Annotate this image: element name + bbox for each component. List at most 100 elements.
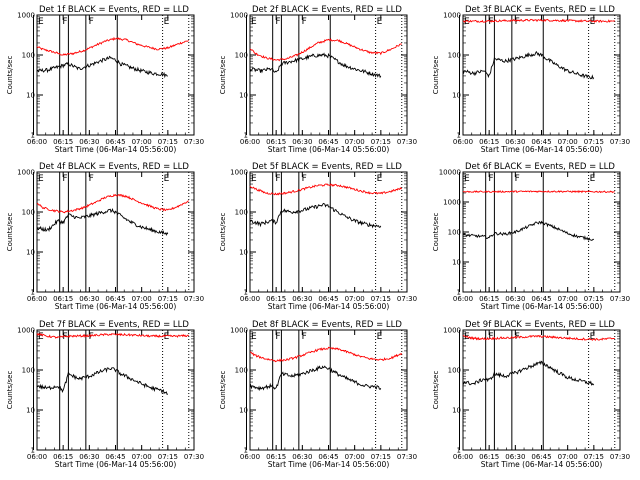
flag-label: E	[38, 17, 44, 27]
x-tick-label: 07:15	[371, 453, 391, 461]
y-tick-label: 10000	[439, 169, 461, 177]
panel-title: Det 9f BLACK = Events, RED = LLD	[465, 320, 615, 330]
x-tick-label: 06:00	[240, 138, 260, 146]
y-tick-label: 10	[239, 249, 248, 257]
x-axis-label: Start Time (06-Mar-14 05:56:00)	[55, 302, 177, 311]
x-tick-label: 06:00	[240, 453, 260, 461]
flag-label: E	[38, 174, 44, 184]
lld-series-line	[249, 346, 403, 363]
x-tick-label: 07:30	[610, 295, 630, 303]
flag-label: F	[62, 17, 67, 27]
y-tick-label: 1	[244, 447, 248, 455]
y-tick-label: 10	[452, 407, 461, 415]
panel-det-2: Det 2f BLACK = Events, RED = LLD 06:00 06:…	[219, 5, 417, 154]
x-tick-label: 06:00	[240, 295, 260, 303]
x-tick-label: 06:15	[266, 295, 286, 303]
panel-det-4: Det 4f BLACK = Events, RED = LLD 06:00 06:…	[6, 162, 204, 311]
lld-series-line	[462, 18, 616, 24]
y-tick-label: 1000	[443, 327, 461, 335]
panel-det-7: Det 7f BLACK = Events, RED = LLD 06:00 06:…	[6, 320, 204, 469]
flag-label: F	[488, 174, 493, 184]
flag-label: F	[302, 332, 307, 342]
flag-label: F	[89, 174, 94, 184]
flag-label: F	[89, 17, 94, 27]
y-axis-label: Counts/sec	[6, 56, 14, 95]
y-tick-label: 1	[244, 132, 248, 140]
x-tick-label: 07:15	[158, 138, 178, 146]
x-tick-label: 07:30	[184, 453, 204, 461]
flag-label: F	[302, 17, 307, 27]
x-tick-label: 06:45	[531, 138, 551, 146]
y-tick-label: 1000	[230, 327, 248, 335]
x-tick-label: 06:45	[318, 295, 338, 303]
x-axis-label: Start Time (06-Mar-14 05:56:00)	[481, 145, 603, 154]
y-axis-label: Counts/sec	[6, 371, 14, 410]
flag-label: E	[590, 174, 596, 184]
x-tick-label: 06:30	[505, 295, 525, 303]
lld-series-line	[249, 38, 403, 62]
x-axis-label: Start Time (06-Mar-14 05:56:00)	[55, 145, 177, 154]
y-tick-label: 1	[457, 289, 461, 297]
flag-label: F	[62, 332, 67, 342]
y-axis-label: Counts/sec	[219, 56, 227, 95]
x-tick-label: 06:00	[453, 295, 473, 303]
x-tick-label: 07:00	[345, 453, 365, 461]
x-tick-label: 06:30	[79, 295, 99, 303]
y-tick-label: 1	[457, 447, 461, 455]
x-tick-label: 07:30	[397, 138, 417, 146]
x-axis-label: Start Time (06-Mar-14 05:56:00)	[268, 302, 390, 311]
x-tick-label: 07:00	[558, 453, 578, 461]
events-series-line	[462, 220, 595, 241]
events-series-line	[249, 365, 382, 392]
x-tick-label: 06:15	[266, 138, 286, 146]
x-tick-label: 06:00	[453, 453, 473, 461]
lld-series-line	[462, 334, 615, 342]
y-tick-label: 100	[22, 209, 35, 217]
x-tick-label: 07:30	[397, 295, 417, 303]
y-tick-label: 10	[26, 92, 35, 100]
flag-label: E	[377, 17, 383, 27]
y-tick-label: 10	[452, 259, 461, 267]
events-series-line	[249, 52, 382, 79]
x-tick-label: 07:30	[184, 138, 204, 146]
y-tick-label: 1000	[17, 12, 35, 20]
lld-series-line	[36, 36, 190, 56]
plot-frame	[249, 171, 408, 293]
x-tick-label: 06:15	[479, 138, 499, 146]
events-series-line	[249, 202, 382, 229]
flag-label: E	[251, 332, 257, 342]
x-tick-label: 07:15	[584, 138, 604, 146]
x-axis-label: Start Time (06-Mar-14 05:56:00)	[481, 302, 603, 311]
y-tick-label: 100	[235, 52, 248, 60]
events-series-line	[462, 360, 595, 386]
flag-label: F	[302, 174, 307, 184]
x-tick-label: 06:30	[292, 453, 312, 461]
x-tick-label: 07:00	[558, 295, 578, 303]
y-axis-label: Counts/sec	[432, 371, 440, 410]
x-tick-label: 06:15	[53, 138, 73, 146]
x-tick-label: 06:15	[479, 453, 499, 461]
x-tick-label: 07:15	[158, 295, 178, 303]
flag-label: E	[251, 174, 257, 184]
x-tick-label: 06:45	[105, 138, 125, 146]
y-tick-label: 1	[244, 289, 248, 297]
flag-label: E	[464, 332, 470, 342]
y-tick-label: 10	[26, 407, 35, 415]
x-tick-label: 06:30	[505, 453, 525, 461]
panel-title: Det 1f BLACK = Events, RED = LLD	[39, 5, 189, 15]
y-tick-label: 1	[457, 132, 461, 140]
flag-label: F	[62, 174, 67, 184]
events-series-line	[36, 208, 169, 237]
flag-label: E	[164, 174, 170, 184]
x-tick-label: 06:30	[292, 295, 312, 303]
x-tick-label: 06:30	[79, 138, 99, 146]
x-tick-label: 06:45	[318, 453, 338, 461]
panel-title: Det 7f BLACK = Events, RED = LLD	[39, 320, 189, 330]
x-tick-label: 07:15	[584, 295, 604, 303]
x-tick-label: 06:45	[105, 295, 125, 303]
y-tick-label: 1000	[443, 199, 461, 207]
x-tick-label: 06:45	[105, 453, 125, 461]
x-tick-label: 07:00	[132, 453, 152, 461]
y-tick-label: 10	[26, 249, 35, 257]
y-tick-label: 10	[239, 92, 248, 100]
